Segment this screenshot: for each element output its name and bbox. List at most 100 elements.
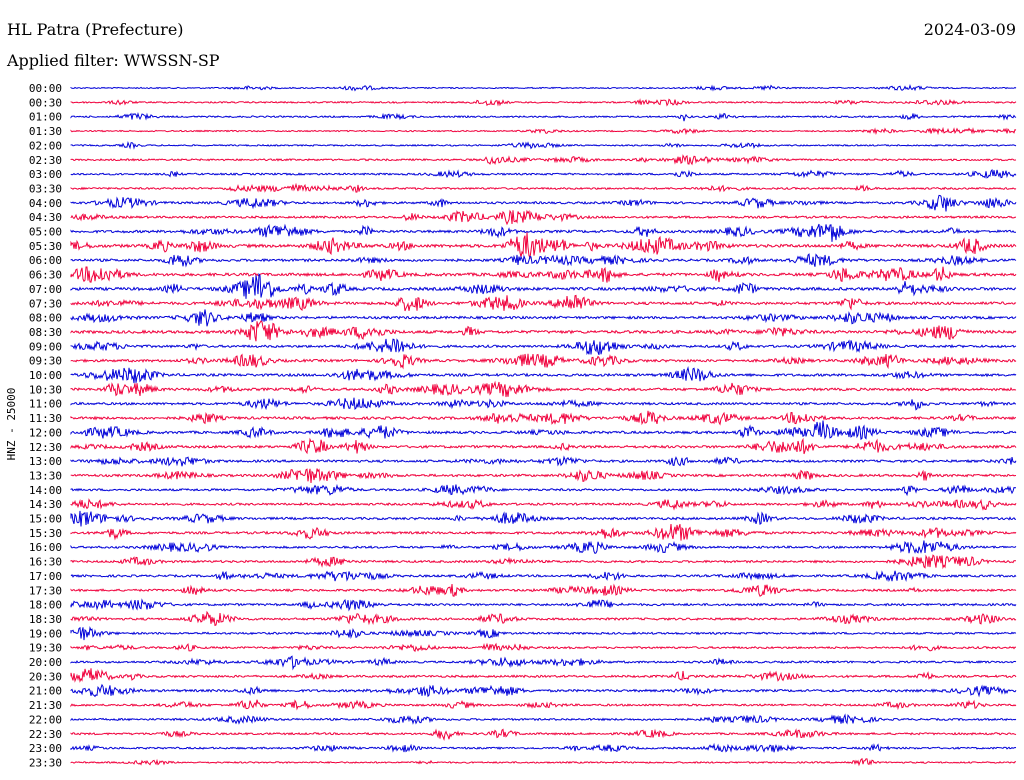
- row-time-label: 05:00: [29, 226, 62, 239]
- trace-line: [70, 655, 1017, 671]
- trace-line: [70, 320, 1017, 342]
- row-time-label: 17:30: [29, 584, 62, 597]
- row-time-label: 12:00: [29, 426, 62, 439]
- trace-line: [70, 365, 1017, 384]
- trace-line: [70, 272, 1017, 299]
- applied-filter: Applied filter: WWSSN-SP: [7, 51, 220, 70]
- row-time-label: 10:30: [29, 383, 62, 396]
- trace-line: [70, 168, 1017, 179]
- row-time-label: 01:00: [29, 111, 62, 124]
- row-time-label: 18:00: [29, 599, 62, 612]
- trace-line: [70, 338, 1017, 356]
- trace-line: [70, 757, 1016, 767]
- row-time-label: 20:30: [29, 670, 62, 683]
- trace-line: [70, 598, 1017, 612]
- row-time-label: 21:00: [29, 685, 62, 698]
- trace-line: [70, 380, 1017, 398]
- trace-line: [70, 223, 1017, 242]
- trace-line: [70, 420, 1017, 441]
- trace-line: [70, 437, 1017, 455]
- trace-line: [70, 182, 1017, 193]
- trace-line: [70, 209, 1017, 226]
- trace-line: [70, 98, 1017, 107]
- trace-line: [70, 523, 1017, 541]
- trace-line: [70, 625, 1017, 641]
- row-time-label: 01:30: [29, 125, 62, 138]
- trace-line: [70, 510, 1017, 527]
- trace-line: [70, 410, 1017, 426]
- trace-line: [70, 154, 1017, 166]
- row-time-label: 23:30: [29, 756, 62, 769]
- row-time-label: 19:30: [29, 642, 62, 655]
- row-time-label: 12:30: [29, 441, 62, 454]
- trace-line: [70, 610, 1017, 627]
- trace-line: [70, 194, 1017, 212]
- trace-line: [70, 668, 1017, 683]
- trace-line: [70, 353, 1017, 370]
- row-time-label: 07:00: [29, 283, 62, 296]
- trace-line: [70, 397, 1016, 411]
- row-time-label: 00:00: [29, 82, 62, 95]
- row-time-label: 06:00: [29, 254, 62, 267]
- row-time-label: 04:00: [29, 197, 62, 210]
- row-time-label: 22:00: [29, 713, 62, 726]
- trace-line: [70, 83, 1017, 92]
- row-time-label: 11:30: [29, 412, 62, 425]
- row-time-label: 08:00: [29, 312, 62, 325]
- trace-line: [70, 232, 1017, 260]
- trace-line: [70, 126, 1017, 136]
- trace-line: [70, 728, 1017, 741]
- row-time-label: 03:00: [29, 168, 62, 181]
- trace-group: [70, 83, 1017, 767]
- trace-line: [70, 498, 1017, 511]
- row-time-label: 10:00: [29, 369, 62, 382]
- trace-line: [70, 309, 1017, 327]
- row-time-label: 03:30: [29, 182, 62, 195]
- row-time-label: 23:00: [29, 742, 62, 755]
- trace-line: [70, 642, 1017, 653]
- station-title: HL Patra (Prefecture): [7, 20, 184, 39]
- row-time-label: 07:30: [29, 297, 62, 310]
- row-time-label: 00:30: [29, 96, 62, 109]
- row-time-label: 14:30: [29, 498, 62, 511]
- row-time-label: 17:00: [29, 570, 62, 583]
- row-time-label: 20:00: [29, 656, 62, 669]
- trace-line: [70, 699, 1017, 711]
- row-time-label: 16:30: [29, 556, 62, 569]
- row-time-label: 15:00: [29, 513, 62, 526]
- row-time-label: 19:00: [29, 627, 62, 640]
- trace-line: [70, 253, 1017, 268]
- trace-line: [70, 540, 1017, 555]
- row-time-label: 21:30: [29, 699, 62, 712]
- trace-line: [70, 266, 1017, 283]
- trace-line: [70, 583, 1017, 597]
- row-time-label: 11:00: [29, 398, 62, 411]
- y-axis-label: HNZ - 25000: [5, 388, 18, 461]
- row-time-label: 09:00: [29, 340, 62, 353]
- trace-line: [70, 683, 1017, 698]
- trace-line: [70, 455, 1017, 467]
- trace-line: [70, 554, 1016, 570]
- record-date: 2024-03-09: [923, 20, 1016, 39]
- row-time-label: 04:30: [29, 211, 62, 224]
- trace-line: [70, 294, 1017, 312]
- trace-line: [70, 140, 1017, 150]
- row-time-label: 13:00: [29, 455, 62, 468]
- row-time-label: 14:00: [29, 484, 62, 497]
- row-time-label: 22:30: [29, 728, 62, 741]
- row-time-label: 05:30: [29, 240, 62, 253]
- row-time-label: 02:30: [29, 154, 62, 167]
- trace-line: [70, 570, 1017, 583]
- row-time-label: 09:30: [29, 355, 62, 368]
- row-time-label: 02:00: [29, 139, 62, 152]
- row-time-label: 06:30: [29, 269, 62, 282]
- trace-line: [70, 468, 1017, 484]
- trace-line: [70, 742, 1017, 753]
- row-time-label: 15:30: [29, 527, 62, 540]
- trace-line: [70, 713, 1017, 725]
- trace-line: [70, 112, 1017, 122]
- row-time-label: 18:30: [29, 613, 62, 626]
- row-time-label: 13:30: [29, 469, 62, 482]
